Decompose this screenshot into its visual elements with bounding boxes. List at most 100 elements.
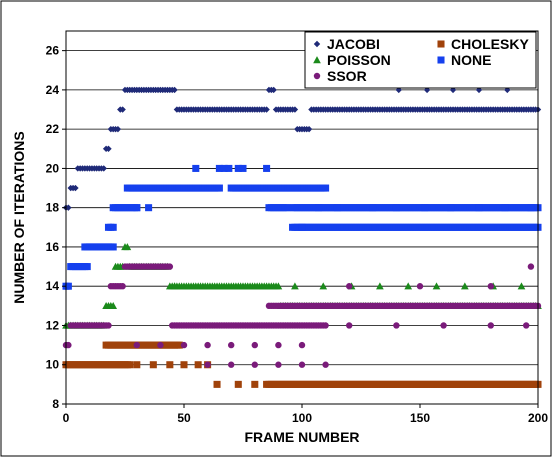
jacobi-point <box>105 145 112 152</box>
y-tick-label-22: 22 <box>46 122 60 136</box>
series-layer <box>62 86 542 388</box>
none-point <box>239 164 247 172</box>
poisson-point <box>274 282 283 290</box>
legend-marker-jacobi <box>313 40 321 48</box>
ssor-point <box>204 361 211 368</box>
jacobi-point <box>72 184 79 192</box>
cholesky-point <box>166 361 174 369</box>
ssor-point <box>298 341 306 349</box>
none-point <box>392 204 400 212</box>
legend-box <box>304 31 537 89</box>
legend-item-poisson: POISSON <box>313 52 391 68</box>
y-tick-label-18: 18 <box>46 201 60 215</box>
none-point <box>83 263 91 271</box>
none-point <box>234 164 242 172</box>
jacobi-point <box>305 125 313 133</box>
jacobi-point <box>65 204 72 211</box>
ssor-point <box>322 361 329 368</box>
series-none <box>62 164 542 290</box>
y-tick-label-10: 10 <box>46 358 60 372</box>
y-tick-label-24: 24 <box>46 83 60 97</box>
cholesky-point <box>133 361 141 369</box>
none-point <box>527 204 535 212</box>
ssor-point <box>322 322 329 329</box>
legend-marker-ssor <box>313 72 321 80</box>
none-point <box>192 164 200 172</box>
legend-label-poisson: POISSON <box>327 52 391 68</box>
jacobi-point <box>270 86 277 94</box>
cholesky-point <box>251 380 259 388</box>
none-point <box>333 204 341 212</box>
tick-layer: 8 10 12 14 16 18 20 22 24 26 0 50 100 150 200 <box>46 44 549 425</box>
cholesky-point <box>234 380 242 388</box>
poisson-point <box>291 282 299 290</box>
y-tick-label-12: 12 <box>46 318 60 332</box>
x-tick-label-50: 50 <box>177 411 191 425</box>
legend-label-none: NONE <box>451 52 491 68</box>
legend-item-none: NONE <box>437 52 491 68</box>
cholesky-point <box>175 341 183 349</box>
none-point <box>322 184 330 192</box>
ssor-point <box>346 322 353 329</box>
ssor-point <box>166 263 174 270</box>
poisson-point <box>170 282 179 290</box>
cholesky-point <box>149 361 157 369</box>
none-point <box>447 204 455 212</box>
ssor-point <box>251 341 258 349</box>
none-point <box>315 204 323 212</box>
none-point <box>369 204 377 212</box>
jacobi-point <box>119 106 126 113</box>
poisson-point <box>319 282 328 290</box>
ssor-point <box>133 341 140 349</box>
legend-item-jacobi: JACOBI <box>313 36 380 52</box>
jacobi-point <box>100 165 107 172</box>
legend-marker-cholesky <box>437 40 445 48</box>
cholesky-point <box>194 361 202 369</box>
none-point <box>109 223 117 231</box>
ssor-point <box>105 322 112 329</box>
x-tick-label-150: 150 <box>410 411 430 425</box>
legend-label-cholesky: CHOLESKY <box>451 36 529 52</box>
jacobi-point <box>171 86 178 94</box>
none-point <box>215 164 223 172</box>
cholesky-point <box>126 361 134 369</box>
none-point <box>64 282 72 290</box>
ssor-point <box>65 341 72 349</box>
ssor-point <box>251 361 258 368</box>
cholesky-point <box>180 361 188 369</box>
ssor-point <box>527 263 535 270</box>
legend-item-cholesky: CHOLESKY <box>437 36 529 52</box>
legend-label-ssor: SSOR <box>327 68 367 84</box>
x-axis-title: FRAME NUMBER <box>244 429 359 445</box>
none-point <box>215 184 223 192</box>
jacobi-point <box>114 125 122 133</box>
ssor-point <box>440 322 447 329</box>
cholesky-point <box>213 380 221 388</box>
x-tick-label-0: 0 <box>63 411 70 425</box>
poisson-point <box>432 282 441 290</box>
none-point <box>145 204 153 212</box>
none-point <box>225 164 233 172</box>
ssor-point <box>393 322 400 329</box>
none-point <box>133 204 141 212</box>
series-jacobi <box>62 86 542 211</box>
ssor-point <box>487 322 494 329</box>
ssor-point <box>275 341 282 349</box>
ssor-point <box>180 341 188 349</box>
legend-label-jacobi: JACOBI <box>327 36 380 52</box>
legend-marker-none <box>437 56 445 64</box>
series-ssor <box>62 263 542 368</box>
ssor-point <box>487 283 494 290</box>
ssor-point <box>228 361 235 368</box>
poisson-point <box>404 282 413 290</box>
ssor-point <box>204 341 211 349</box>
none-point <box>501 204 509 212</box>
ssor-point <box>157 341 164 349</box>
y-tick-label-8: 8 <box>52 397 59 411</box>
none-point <box>263 164 271 172</box>
none-point <box>421 204 429 212</box>
ssor-point <box>416 283 424 290</box>
ssor-point <box>275 361 282 368</box>
